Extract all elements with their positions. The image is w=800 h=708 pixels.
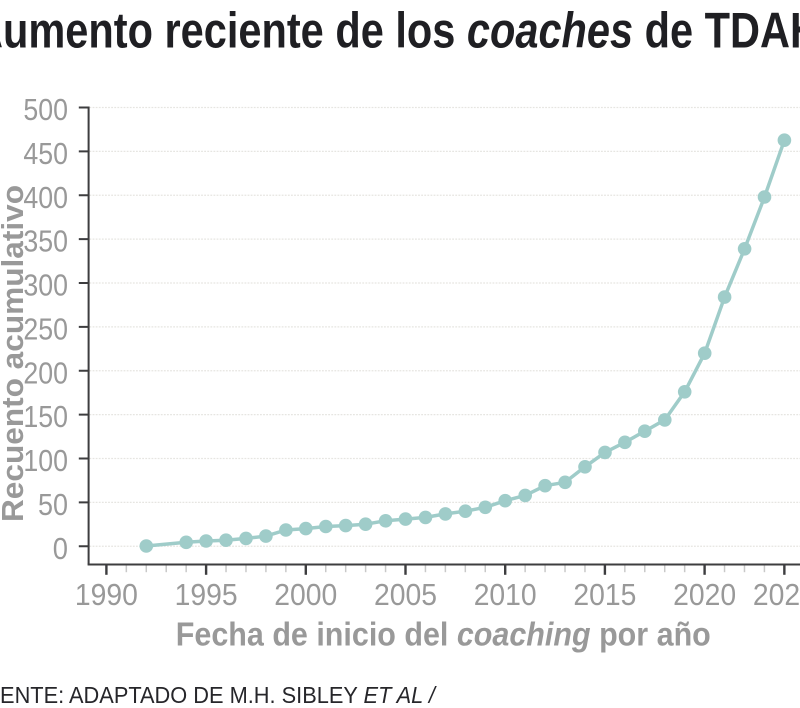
svg-text:150: 150 xyxy=(23,399,68,434)
svg-text:350: 350 xyxy=(23,224,68,259)
svg-text:100: 100 xyxy=(23,443,68,478)
svg-text:2020: 2020 xyxy=(673,577,736,612)
svg-text:1990: 1990 xyxy=(75,577,138,612)
svg-text:0: 0 xyxy=(53,531,68,566)
svg-text:2010: 2010 xyxy=(474,577,537,612)
svg-text:FUENTE: ADAPTADO DE M.H. SIBLE: FUENTE: ADAPTADO DE M.H. SIBLEY ET AL / xyxy=(0,682,437,708)
svg-text:2024: 2024 xyxy=(753,577,800,612)
svg-text:1995: 1995 xyxy=(175,577,238,612)
svg-text:200: 200 xyxy=(23,355,68,390)
svg-text:2015: 2015 xyxy=(573,577,636,612)
svg-text:50: 50 xyxy=(38,487,68,522)
svg-text:2000: 2000 xyxy=(274,577,337,612)
svg-text:250: 250 xyxy=(23,311,68,346)
svg-text:Aumento reciente de los coache: Aumento reciente de los coaches de TDAH xyxy=(0,2,800,58)
svg-text:400: 400 xyxy=(23,180,68,215)
svg-text:Fecha de inicio del coaching p: Fecha de inicio del coaching por año xyxy=(176,616,711,653)
svg-text:450: 450 xyxy=(23,136,68,171)
svg-text:300: 300 xyxy=(23,268,68,303)
svg-text:500: 500 xyxy=(23,92,68,127)
svg-text:2005: 2005 xyxy=(374,577,437,612)
svg-text:Recuento acumulativo: Recuento acumulativo xyxy=(0,185,30,522)
